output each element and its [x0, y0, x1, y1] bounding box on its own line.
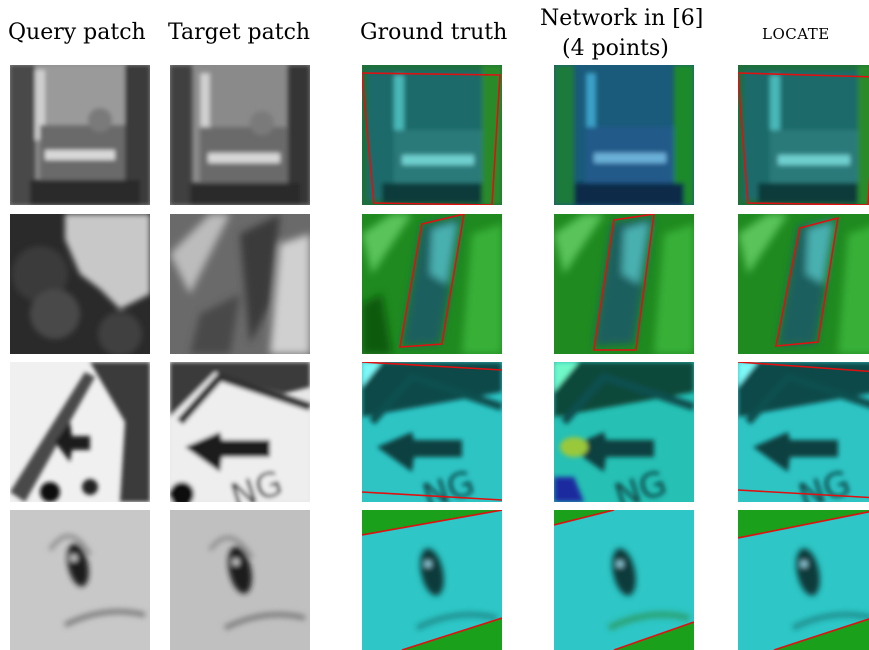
header-target-patch: Target patch	[168, 20, 311, 45]
header-query-patch: Query patch	[8, 20, 146, 45]
locate-sign: NG	[738, 362, 869, 502]
locate-face	[738, 510, 869, 650]
header-network-line1: Network in [6]	[540, 6, 704, 31]
network-foliage	[554, 214, 694, 354]
header-locate: locate	[762, 20, 830, 45]
target-patch-building	[170, 65, 310, 205]
query-patch-foliage	[10, 214, 150, 354]
query-patch-sign	[10, 362, 150, 502]
ground-truth-building	[362, 65, 502, 205]
query-patch-building	[10, 65, 150, 205]
ground-truth-face	[362, 510, 502, 650]
header-ground-truth: Ground truth	[360, 20, 508, 45]
ground-truth-sign: NG	[362, 362, 502, 502]
target-patch-sign: NG	[170, 362, 310, 502]
target-patch-face	[170, 510, 310, 650]
network-building	[554, 65, 694, 205]
header-network-line2: (4 points)	[562, 36, 669, 61]
network-face	[554, 510, 694, 650]
network-sign: NG	[554, 362, 694, 502]
locate-building	[738, 65, 869, 205]
target-patch-foliage	[170, 214, 310, 354]
query-patch-face	[10, 510, 150, 650]
locate-foliage	[738, 214, 869, 354]
ground-truth-foliage	[362, 214, 502, 354]
